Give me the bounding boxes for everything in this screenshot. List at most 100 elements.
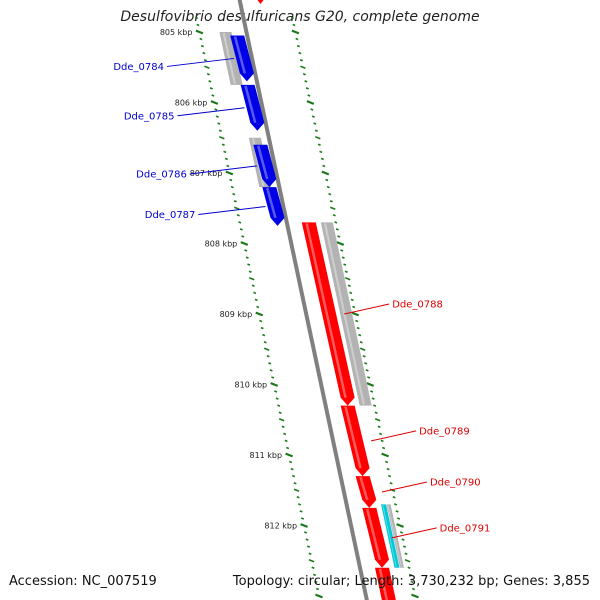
gene-arrow[interactable] bbox=[375, 567, 398, 600]
tick-mark bbox=[221, 143, 225, 147]
backbone-line bbox=[237, 0, 369, 600]
tick-mark bbox=[364, 362, 368, 365]
tick-mark bbox=[359, 340, 363, 344]
tick-mark bbox=[226, 164, 230, 168]
tick-mark bbox=[293, 488, 300, 492]
tick-mark bbox=[290, 16, 294, 20]
label-leader-line bbox=[391, 527, 437, 539]
tick-mark bbox=[325, 178, 329, 182]
gene-arrow[interactable] bbox=[230, 35, 254, 82]
tick-mark bbox=[260, 326, 264, 330]
tick-mark bbox=[233, 199, 237, 203]
tick-mark bbox=[218, 129, 222, 132]
tick-mark bbox=[215, 115, 219, 118]
gene-arrow[interactable] bbox=[252, 0, 267, 4]
tick-mark bbox=[274, 390, 278, 393]
gene-label[interactable]: Dde_0791 bbox=[440, 523, 491, 534]
tick-mark bbox=[292, 474, 296, 478]
tick-mark bbox=[302, 73, 306, 76]
orf-bar-shine bbox=[222, 32, 236, 85]
tick-mark bbox=[230, 185, 234, 189]
tick-label: 808 kbp bbox=[205, 240, 238, 249]
orf-bar-shine bbox=[387, 505, 402, 567]
tick-mark bbox=[200, 44, 204, 48]
tick-mark bbox=[386, 467, 390, 471]
gene-label[interactable]: Dde_0785 bbox=[124, 111, 175, 122]
tick-mark bbox=[370, 390, 374, 393]
gene-label[interactable]: Dde_0789 bbox=[419, 426, 470, 437]
tick-mark bbox=[337, 235, 341, 238]
tick-mark bbox=[311, 115, 315, 118]
gene-label[interactable]: Dde_0784 bbox=[113, 62, 164, 73]
backbone-track bbox=[237, 0, 369, 600]
gene-arrow[interactable] bbox=[355, 476, 377, 508]
gene-track[interactable] bbox=[230, 0, 400, 600]
gene-label[interactable]: Dde_0787 bbox=[145, 210, 196, 221]
tick-mark bbox=[238, 221, 242, 224]
tick-mark bbox=[255, 311, 264, 317]
tick-mark bbox=[194, 16, 198, 20]
tick-mark bbox=[306, 100, 315, 105]
gene-arrow[interactable] bbox=[340, 405, 370, 477]
tick-label: 809 kbp bbox=[220, 310, 253, 319]
tick-mark bbox=[224, 157, 228, 161]
accession-label: Accession: NC_007519 bbox=[9, 574, 157, 589]
gene-label[interactable]: Dde_0788 bbox=[392, 300, 443, 311]
label-leader-line bbox=[189, 165, 257, 175]
gene-arrow[interactable] bbox=[253, 144, 277, 188]
tick-mark bbox=[350, 298, 354, 302]
tick-mark bbox=[248, 270, 252, 273]
tick-mark bbox=[336, 241, 345, 246]
gene-label[interactable]: Dde_0790 bbox=[430, 478, 481, 489]
tick-mark bbox=[211, 94, 215, 97]
tick-mark bbox=[199, 37, 203, 41]
tick-mark bbox=[293, 481, 297, 485]
tick-mark bbox=[283, 432, 287, 436]
tick-label: 807 kbp bbox=[190, 169, 223, 178]
tick-mark bbox=[263, 340, 267, 344]
gene-arrow[interactable] bbox=[240, 84, 265, 131]
gene-arrow[interactable] bbox=[362, 507, 390, 568]
tick-mark bbox=[196, 23, 200, 27]
tick-mark bbox=[248, 277, 255, 281]
tick-mark bbox=[241, 235, 245, 238]
tick-mark bbox=[295, 37, 299, 41]
gene-arrow[interactable] bbox=[262, 187, 285, 226]
tick-mark bbox=[304, 80, 308, 83]
gene-arrow[interactable] bbox=[301, 222, 355, 406]
tick-mark bbox=[402, 545, 407, 548]
tick-mark bbox=[303, 531, 308, 534]
tick-mark bbox=[223, 150, 227, 154]
orf-bar[interactable] bbox=[386, 504, 405, 568]
tick-mark bbox=[408, 573, 413, 577]
tick-mark bbox=[355, 319, 359, 323]
tick-mark bbox=[373, 404, 377, 407]
gene-arrow-shine bbox=[359, 476, 369, 501]
tick-mark bbox=[307, 94, 311, 97]
tick-mark bbox=[358, 333, 362, 337]
cyan-feature[interactable] bbox=[381, 504, 400, 568]
tick-mark bbox=[300, 523, 308, 528]
tick-mark bbox=[379, 432, 383, 436]
gene-labels[interactable]: Dde_0784 Dde_0785 Dde_0786 Dde_0787 Dde_0788… bbox=[113, 57, 491, 539]
tick-mark bbox=[347, 284, 351, 288]
tick-mark bbox=[285, 452, 294, 458]
tick-mark bbox=[321, 170, 330, 176]
tick-mark bbox=[291, 29, 300, 35]
tick-mark bbox=[366, 382, 375, 387]
gene-label[interactable]: Dde_0786 bbox=[136, 169, 187, 180]
tick-mark bbox=[317, 143, 321, 147]
tick-mark bbox=[259, 319, 263, 323]
tick-mark bbox=[219, 136, 225, 140]
gene-arrow-shine bbox=[305, 223, 347, 398]
tick-label: 810 kbp bbox=[235, 381, 268, 390]
tick-mark bbox=[319, 150, 323, 154]
tick-label: 806 kbp bbox=[175, 99, 208, 108]
tick-mark bbox=[275, 397, 279, 400]
tick-mark bbox=[388, 474, 392, 478]
tick-mark bbox=[320, 157, 324, 161]
tick-mark bbox=[290, 467, 294, 471]
tick-mark bbox=[344, 270, 348, 273]
tick-mark bbox=[281, 425, 285, 429]
